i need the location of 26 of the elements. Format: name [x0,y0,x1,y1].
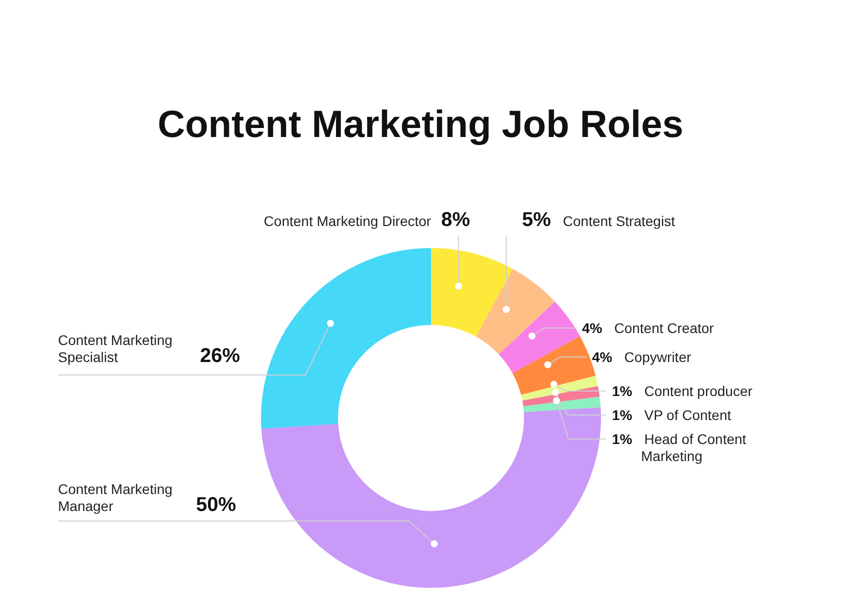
donut-slice [498,302,580,374]
chart-title: Content Marketing Job Roles [156,104,684,147]
slice-label: Content producer [644,383,753,399]
data-label: 5% [522,209,552,231]
slice-label: Content Marketing Specialist [58,332,172,365]
data-label: 4% [582,320,603,336]
slice-label: Copywriter [624,349,692,365]
slice-label: Content Marketing Director [264,213,432,229]
donut-slice [523,396,601,412]
slice-label: Content Strategist [562,213,676,229]
donut-slice [521,376,598,401]
slice-label: Content Creator [614,320,714,336]
donut-slice [261,407,601,588]
data-label: 4% [592,349,613,365]
donut-slice [476,269,555,354]
slice-label: Head of Content Marketing [641,431,746,464]
data-label: 8% [441,209,470,231]
data-label: 1% [612,383,633,399]
data-label: 1% [612,407,633,423]
data-label: 26% [200,345,240,367]
slice-label: VP of Content [644,407,732,423]
donut-slice [431,248,513,337]
slice-label: Content Marketing Manager [58,481,172,514]
data-label: 1% [612,431,633,447]
data-label: 50% [196,494,236,516]
donut-slice [261,248,431,429]
